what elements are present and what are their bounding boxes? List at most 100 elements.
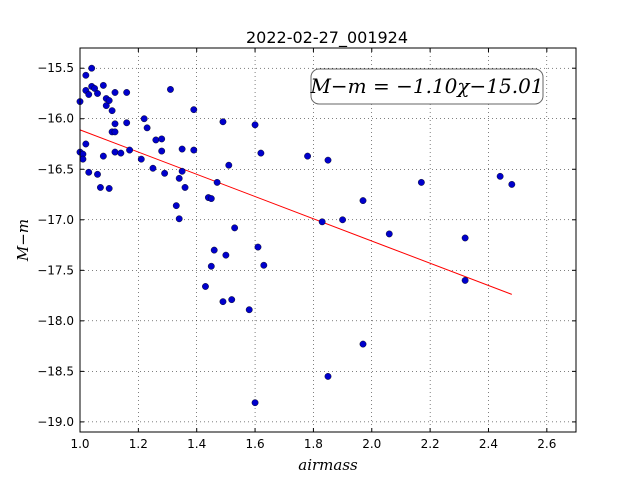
plot-area-frame [79, 47, 577, 433]
y-tick-label: −17.0 [37, 213, 74, 227]
x-tick-label: 2.0 [362, 437, 381, 451]
data-point [207, 262, 215, 270]
y-axis-label: M−m [14, 219, 32, 262]
x-tick-label: 1.4 [187, 437, 206, 451]
data-point [178, 145, 186, 153]
annotation-box [310, 68, 544, 105]
data-point [251, 121, 259, 129]
data-point [202, 283, 209, 290]
y-tick-labels: −15.5 −16.0 −16.5 −17.0 −17.5 −18.0 −18.5 −19.0 [37, 61, 74, 429]
data-point [318, 218, 326, 226]
data-point [175, 174, 183, 182]
data-point [324, 156, 332, 164]
data-point [88, 64, 96, 72]
data-point [167, 86, 174, 93]
data-point [304, 152, 311, 160]
data-point [79, 155, 87, 163]
data-point [254, 243, 262, 251]
y-tick-label: −16.0 [37, 112, 74, 126]
data-point [496, 172, 504, 180]
data-point [222, 251, 230, 259]
data-point [94, 90, 101, 97]
data-point [178, 167, 186, 175]
axis-ticks [79, 48, 576, 432]
data-point [85, 91, 93, 98]
data-point [161, 169, 169, 177]
data-point [108, 107, 116, 115]
data-point [137, 155, 145, 163]
data-point [210, 246, 218, 254]
data-point [97, 184, 104, 191]
data-point [158, 135, 166, 143]
x-tick-labels: 1.0 1.2 1.4 1.6 1.8 2.0 2.2 2.4 2.6 [70, 437, 556, 451]
data-point [190, 106, 198, 114]
x-tick-label: 1.0 [70, 437, 89, 451]
data-point [508, 181, 516, 188]
data-point [359, 340, 367, 348]
y-tick-label: −19.0 [37, 415, 74, 429]
y-tick-label: −16.5 [37, 162, 74, 176]
data-point [175, 215, 183, 223]
data-point [123, 89, 131, 96]
data-point [140, 115, 148, 123]
data-point [152, 136, 160, 144]
data-point [105, 185, 113, 192]
data-point [245, 306, 253, 314]
x-tick-label: 2.4 [479, 437, 498, 451]
data-point [251, 399, 259, 407]
data-point [172, 202, 180, 210]
data-point [126, 146, 134, 154]
x-tick-label: 1.8 [304, 437, 323, 451]
equation-annotation: M−m = −1.10χ−15.01 [309, 68, 544, 105]
chart-title: 2022-02-27_001924 [246, 28, 408, 48]
data-point [143, 124, 151, 132]
data-point [111, 89, 119, 96]
data-points [76, 64, 516, 407]
data-point [461, 234, 469, 242]
data-point [99, 81, 107, 89]
data-point [85, 168, 93, 176]
data-point [123, 119, 131, 127]
x-tick-label: 2.2 [421, 437, 440, 451]
data-point [417, 178, 425, 186]
data-point [99, 152, 107, 160]
data-point [213, 178, 221, 186]
data-point [149, 164, 157, 172]
data-point [260, 261, 268, 269]
grid-lines [80, 48, 576, 432]
y-tick-label: −15.5 [37, 61, 74, 75]
x-tick-label: 1.2 [129, 437, 148, 451]
data-point [102, 102, 110, 110]
data-point [190, 146, 198, 154]
y-tick-label: −18.5 [37, 364, 74, 378]
data-point [257, 149, 265, 157]
annotation-text: M−m = −1.10χ−15.01 [309, 74, 543, 98]
data-point [94, 170, 101, 178]
data-point [385, 230, 393, 238]
fit-line-group [79, 129, 512, 295]
y-tick-label: −18.0 [37, 314, 74, 328]
data-point [82, 140, 90, 148]
x-tick-label: 1.6 [246, 437, 265, 451]
data-point [228, 296, 236, 304]
x-axis-label: airmass [298, 456, 358, 474]
data-point [111, 128, 119, 136]
x-tick-label: 2.6 [537, 437, 556, 451]
data-point [339, 216, 346, 224]
data-point [117, 149, 125, 157]
data-point [219, 118, 227, 126]
data-point [105, 97, 113, 104]
data-point [82, 71, 90, 79]
data-point [111, 120, 119, 128]
data-point [91, 85, 98, 92]
data-point [359, 197, 367, 204]
data-point [324, 373, 332, 380]
data-point [111, 148, 119, 156]
data-point [207, 195, 215, 202]
data-point [158, 147, 166, 155]
data-point [461, 277, 469, 284]
fit-line [79, 129, 512, 295]
y-tick-label: −17.5 [37, 263, 74, 277]
data-point [219, 298, 227, 306]
